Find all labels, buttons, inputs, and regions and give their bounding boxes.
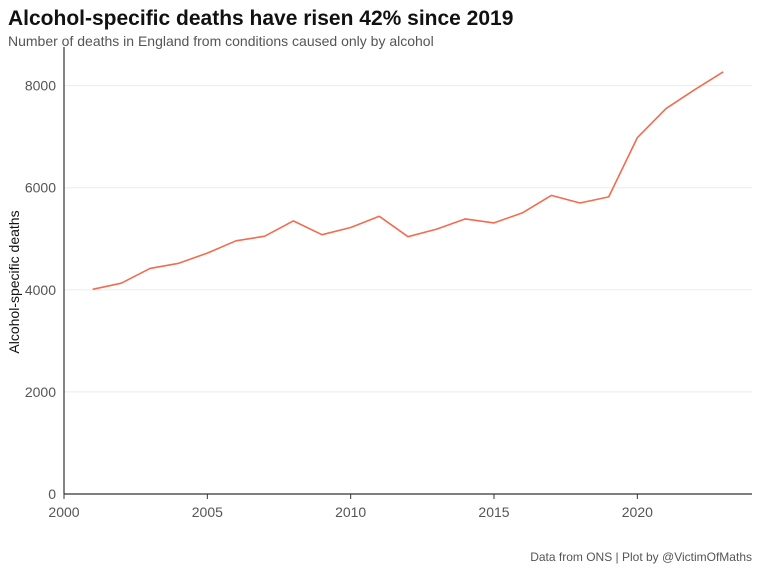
x-tick-label: 2015 <box>478 504 509 520</box>
y-tick-label: 4000 <box>25 282 56 298</box>
x-tick-label: 2005 <box>192 504 223 520</box>
y-axis-label: Alcohol-specific deaths <box>6 210 22 353</box>
x-tick-label: 2020 <box>622 504 653 520</box>
y-tick-label: 2000 <box>25 384 56 400</box>
chart-title: Alcohol-specific deaths have risen 42% s… <box>8 7 513 30</box>
y-tick-label: 0 <box>48 486 56 502</box>
grid-lines <box>64 85 752 495</box>
x-tick-label: 2010 <box>335 504 366 520</box>
series-layer <box>92 71 724 291</box>
x-axis-ticks: 2000 2005 2010 2015 2020 <box>48 494 653 520</box>
chart-subtitle: Number of deaths in England from conditi… <box>8 33 434 49</box>
y-tick-label: 8000 <box>25 78 56 94</box>
x-tick-label: 2000 <box>48 504 79 520</box>
series-line <box>92 71 724 291</box>
chart-caption: Data from ONS | Plot by @VictimOfMaths <box>530 550 752 564</box>
y-axis-ticks: 0 2000 4000 6000 8000 <box>25 78 56 502</box>
y-tick-label: 6000 <box>25 180 56 196</box>
